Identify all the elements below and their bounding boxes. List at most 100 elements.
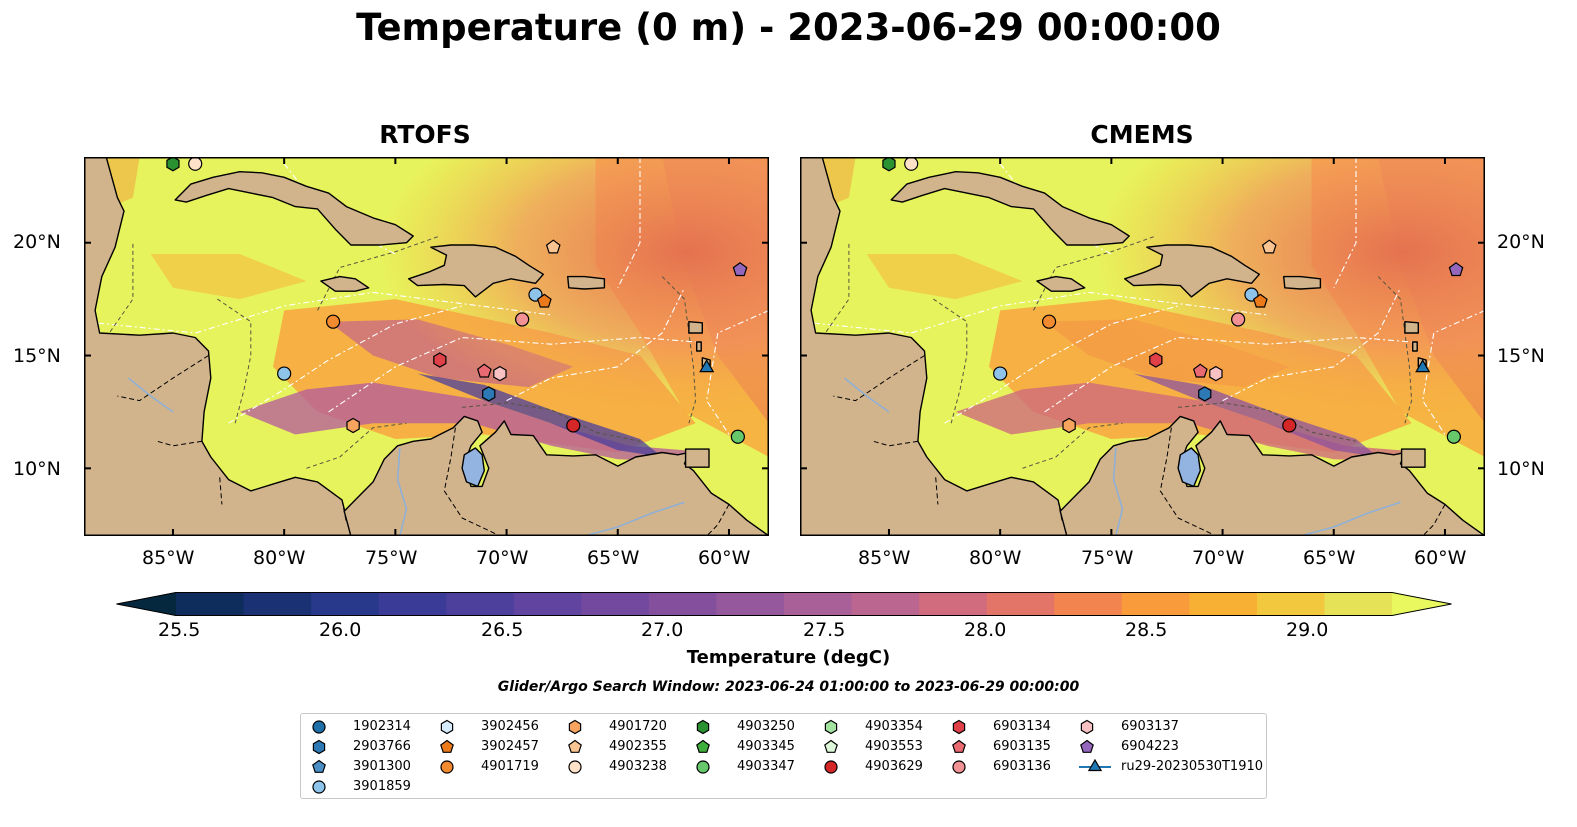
legend-symbol: [824, 760, 838, 774]
legend-symbol: [952, 739, 966, 753]
lon-label-85w-left: 85°W: [142, 547, 195, 569]
legend-label: 6903137: [1121, 719, 1179, 734]
legend-symbol: [568, 760, 582, 774]
legend-marker: [952, 760, 966, 774]
river: [843, 377, 890, 413]
legend-symbol: [824, 739, 838, 753]
colorbar-bin: [784, 592, 853, 616]
legend-marker: [568, 760, 582, 774]
cbar-tick-29-0: 29.0: [1286, 619, 1329, 641]
legend-label: 6903134: [993, 719, 1051, 734]
colorbar-bin: [919, 592, 988, 616]
colorbar-bin: [1121, 592, 1190, 616]
rtofs-map: [84, 157, 769, 536]
cbar-tick-27-5: 27.5: [803, 619, 846, 641]
legend-marker: [1079, 758, 1111, 772]
country-border: [1057, 499, 1063, 523]
float-marker-6903137: [493, 365, 507, 382]
colorbar-bin: [1054, 592, 1123, 616]
cbar-tick-25-5: 25.5: [158, 619, 201, 641]
lake-maracaibo: [461, 447, 485, 488]
legend-label: 2903766: [353, 739, 411, 754]
eez-boundary: [800, 291, 1268, 334]
colorbar: [116, 592, 1452, 616]
float-marker-4903347: [1446, 429, 1461, 444]
legend-label: 3902456: [481, 719, 539, 734]
legend-symbol: [440, 760, 454, 774]
country-border: [157, 440, 202, 447]
lat-label-10n-right: 10°N: [1497, 458, 1545, 480]
cbar-tick-28-5: 28.5: [1125, 619, 1168, 641]
float-marker-3901859: [993, 366, 1008, 381]
legend-symbol: [696, 739, 710, 753]
country-border: [443, 427, 496, 535]
bathymetry-contour: [462, 402, 641, 442]
float-marker-3901859: [277, 366, 292, 381]
colorbar-bin: [446, 592, 515, 616]
colorbar-bin: [176, 592, 245, 616]
legend-label: 1902314: [353, 719, 411, 734]
bathymetry-contour: [1033, 235, 1156, 311]
float-marker-4903250: [166, 157, 180, 172]
cbar-tick-28-0: 28.0: [964, 619, 1007, 641]
float-marker-4901720: [1062, 417, 1076, 434]
legend-marker: [696, 719, 710, 735]
land-southAmerica: [1059, 415, 1485, 536]
river: [127, 377, 174, 413]
legend-symbol: [952, 760, 966, 774]
legend-label: 4903354: [865, 719, 923, 734]
colorbar-extend-high: [1392, 592, 1452, 616]
colorbar-bin: [581, 592, 650, 616]
eez-boundary: [228, 305, 463, 424]
legend-marker: [952, 719, 966, 735]
eez-boundary: [84, 291, 552, 334]
lon-label-65w-right: 65°W: [1303, 547, 1356, 569]
eez-boundary: [1422, 309, 1485, 435]
river: [1112, 447, 1124, 536]
lon-label-75w-left: 75°W: [365, 547, 418, 569]
colorbar-label: Temperature (degC): [686, 647, 891, 668]
float-marker-4903629: [566, 418, 581, 433]
lake-maracaibo: [1177, 447, 1201, 488]
float-marker-3902457: [536, 293, 552, 308]
legend-symbol: [312, 739, 326, 755]
legend: 1902314 2903766 3901300 3901859 3902456 39024…: [300, 713, 1267, 799]
float-marker-4903238: [188, 157, 203, 171]
land-jamaica: [320, 275, 370, 292]
bathymetry-contour: [217, 298, 252, 424]
float-marker-4901720: [346, 417, 360, 434]
legend-label: 6904223: [1121, 739, 1179, 754]
legend-symbol: [568, 719, 582, 735]
legend-label: 4903250: [737, 719, 795, 734]
main-title: Temperature (0 m) - 2023-06-29 00:00:00: [356, 6, 1221, 49]
country-border: [706, 504, 730, 536]
lon-label-70w-left: 70°W: [476, 547, 529, 569]
legend-marker: [440, 760, 454, 774]
country-border: [873, 440, 918, 447]
float-marker-6903136: [1231, 312, 1246, 327]
cbar-tick-27-0: 27.0: [641, 619, 684, 641]
lon-label-75w-right: 75°W: [1081, 547, 1134, 569]
lon-label-65w-left: 65°W: [587, 547, 640, 569]
legend-symbol: [696, 719, 710, 735]
colorbar-bin: [378, 592, 447, 616]
float-marker-6904223: [732, 262, 748, 277]
legend-marker: [312, 720, 326, 734]
legend-symbol: [312, 720, 326, 734]
legend-marker: [312, 739, 326, 755]
river: [396, 447, 408, 536]
panel-title-rtofs: RTOFS: [379, 120, 471, 149]
colorbar-bin: [1256, 592, 1325, 616]
country-border: [219, 477, 223, 505]
legend-symbol: [1080, 719, 1094, 735]
legend-label: ru29-20230530T1910: [1121, 759, 1264, 774]
eez-boundary: [1333, 157, 1357, 289]
legend-symbol: [312, 780, 326, 794]
legend-label: 6903136: [993, 759, 1051, 774]
colorbar-outline: [116, 592, 1452, 616]
legend-symbol: [696, 760, 710, 774]
legend-marker: [824, 760, 838, 774]
legend-symbol: [312, 759, 326, 773]
land-cuba: [890, 170, 1130, 246]
lat-label-10n-left: 10°N: [13, 458, 61, 480]
